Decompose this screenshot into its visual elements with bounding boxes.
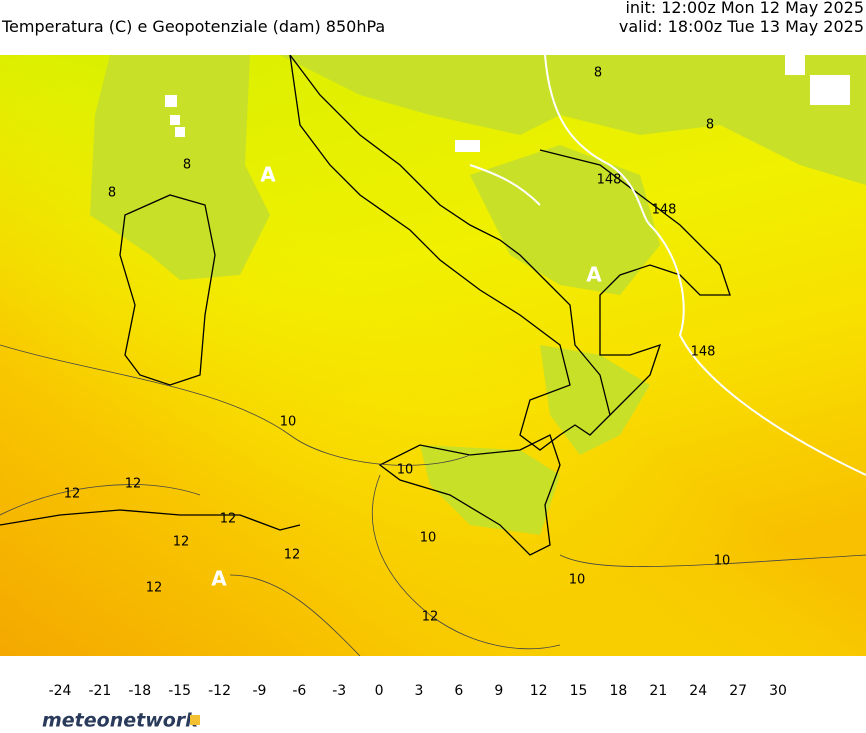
colorbar-tick-label: 24: [689, 683, 707, 699]
colorbar-tick-label: -21: [88, 683, 111, 699]
colorbar-tick-label: -3: [332, 683, 346, 699]
contour-label: 12: [284, 548, 301, 563]
contour-label: 8: [108, 186, 116, 201]
colorbar-tick-label: 12: [530, 683, 548, 699]
cool-areas: [90, 55, 866, 535]
contour-label: 148: [652, 203, 677, 218]
colorbar-tick-label: -24: [49, 683, 72, 699]
contour-label: 10: [280, 415, 297, 430]
colorbar-tick-label: -9: [252, 683, 266, 699]
colorbar-tick-label: -15: [168, 683, 191, 699]
contour-label: 10: [569, 573, 586, 588]
contour-label: 8: [183, 158, 191, 173]
contour-label: 8: [594, 66, 602, 81]
contour-label: 12: [173, 535, 190, 550]
high-pressure-label: A: [260, 163, 276, 187]
logo-square: [190, 715, 200, 725]
contour-labels: A A A 10 10 10 10 10 12 12 12 12 12 12 12 148 148 148 8 8 8 8: [64, 66, 731, 625]
contour-label: 148: [597, 173, 622, 188]
missing-data: [165, 55, 850, 152]
colorbar-tick-label: -18: [128, 683, 151, 699]
high-pressure-label: A: [211, 567, 227, 591]
valid-time: valid: 18:00z Tue 13 May 2025: [618, 17, 864, 36]
colorbar-tick-label: 21: [649, 683, 667, 699]
colorbar-tick-label: 30: [769, 683, 787, 699]
geopotential-lines: [469, 55, 866, 476]
colorbar-tick-label: 3: [415, 683, 424, 699]
contour-label: 8: [706, 118, 714, 133]
contour-label: 10: [397, 463, 414, 478]
init-time: init: 12:00z Mon 12 May 2025: [625, 0, 864, 17]
contour-label: 12: [146, 581, 163, 596]
high-pressure-label: A: [586, 263, 602, 287]
colorbar-tick-label: 9: [494, 683, 503, 699]
contour-label: 12: [125, 477, 142, 492]
map: A A A 10 10 10 10 10 12 12 12 12 12 12 12 148 148 148 8 8 8 8: [0, 55, 866, 656]
colorbar-tick-label: 15: [570, 683, 588, 699]
map-title: Temperatura (C) e Geopotenziale (dam) 85…: [2, 17, 386, 36]
logo: meteonetwork: [42, 710, 199, 732]
colorbar-tick-label: 6: [454, 683, 463, 699]
colorbar-tick-label: 18: [610, 683, 628, 699]
colorbar-tick-label: -12: [208, 683, 231, 699]
colorbar-tick-label: 0: [375, 683, 384, 699]
contour-label: 10: [420, 531, 437, 546]
isotherms: [0, 344, 866, 656]
colorbar-tick-label: 27: [729, 683, 747, 699]
contour-label: 148: [691, 345, 716, 360]
contour-label: 12: [64, 487, 81, 502]
contour-label: 10: [714, 554, 731, 569]
colorbar-tick-label: -6: [292, 683, 306, 699]
contour-label: 12: [422, 610, 439, 625]
contour-label: 12: [220, 512, 237, 527]
colorbar: meteonetwork -24 -21 -18 -15 -12 -9 -6 -3 0 3 6 9 12…: [42, 683, 787, 732]
